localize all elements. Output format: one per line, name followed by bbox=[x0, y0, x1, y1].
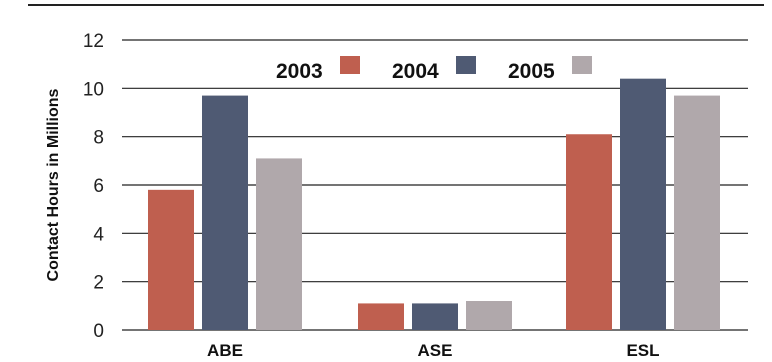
y-tick-label: 8 bbox=[93, 128, 104, 149]
bar-abe-2004 bbox=[202, 95, 248, 330]
y-tick-label: 12 bbox=[83, 31, 104, 52]
bar-ase-2005 bbox=[466, 301, 512, 330]
bars bbox=[148, 78, 720, 331]
x-category-label: ABE bbox=[207, 341, 243, 360]
bar-ase-2004 bbox=[412, 303, 458, 330]
y-tick-label: 4 bbox=[93, 224, 104, 245]
x-category-label: ESL bbox=[626, 341, 659, 360]
y-axis-label: Contact Hours in Millions bbox=[45, 88, 62, 281]
legend: 2003 2004 2005 bbox=[276, 56, 592, 83]
legend-swatch-2004 bbox=[456, 56, 476, 74]
bar-ase-2003 bbox=[358, 303, 404, 330]
x-axis-labels: ABE ASE ESL bbox=[207, 341, 659, 360]
bar-esl-2005 bbox=[674, 95, 720, 330]
y-axis-ticks: 0 2 4 6 8 10 12 bbox=[83, 31, 105, 342]
legend-label-2003: 2003 bbox=[276, 60, 323, 83]
y-tick-label: 10 bbox=[83, 79, 104, 100]
legend-swatch-2005 bbox=[572, 56, 592, 74]
legend-label-2004: 2004 bbox=[392, 60, 439, 83]
y-tick-label: 6 bbox=[93, 176, 104, 197]
y-tick-label: 2 bbox=[93, 273, 104, 294]
bar-esl-2004 bbox=[620, 78, 666, 331]
bar-abe-2005 bbox=[256, 158, 302, 330]
bar-abe-2003 bbox=[148, 189, 194, 330]
y-tick-label: 0 bbox=[93, 321, 104, 342]
legend-label-2005: 2005 bbox=[508, 60, 555, 83]
x-category-label: ASE bbox=[418, 341, 453, 360]
bar-esl-2003 bbox=[566, 134, 612, 330]
legend-swatch-2003 bbox=[340, 56, 360, 74]
